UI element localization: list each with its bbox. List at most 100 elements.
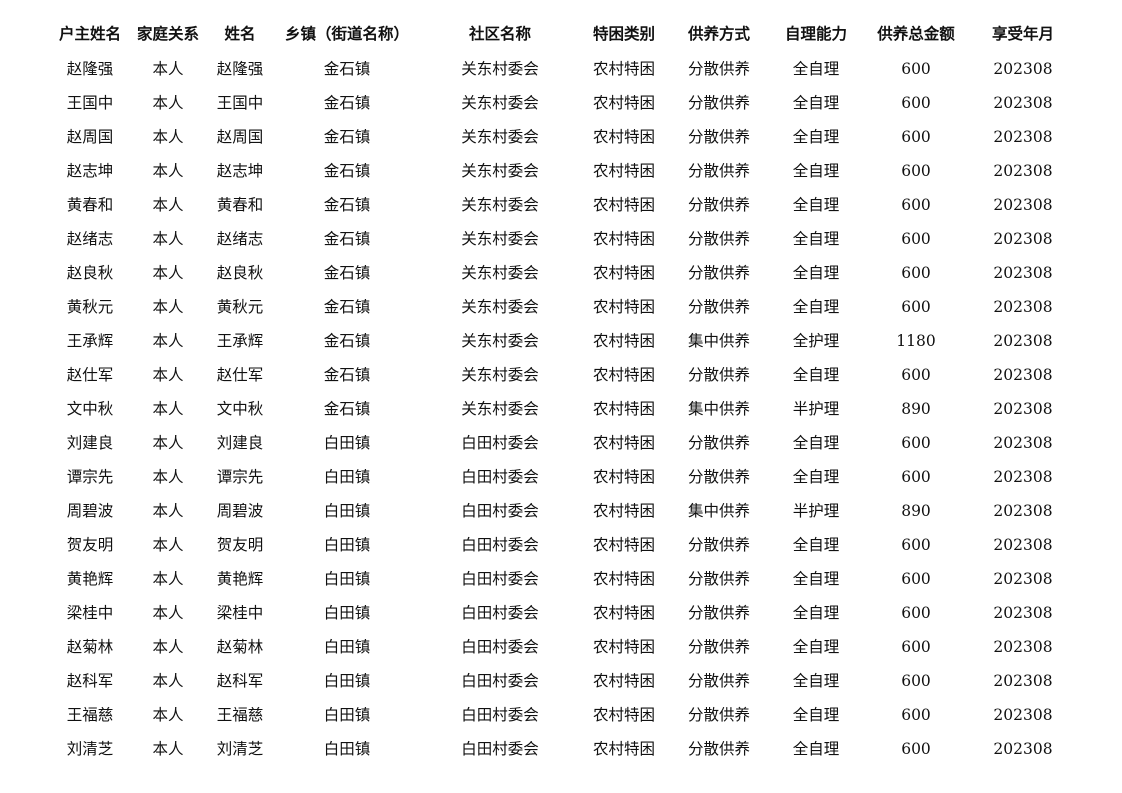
category-cell: 农村特困 (592, 332, 656, 350)
community-cell: 关东村委会 (461, 196, 539, 214)
total-amount-cell: 600 (901, 672, 931, 690)
household-head-name-cell: 赵科军 (66, 672, 114, 690)
self-care-cell: 全自理 (792, 706, 840, 724)
household-head-name-cell: 黄春和 (66, 196, 114, 214)
total-amount-cell: 600 (901, 536, 931, 554)
household-head-name-cell: 赵良秋 (66, 264, 114, 282)
table-row: 王承辉 本人 王承辉 金石镇 关东村委会 农村特困 集中供养 全护理 1180 202308 (0, 324, 1122, 358)
household-head-name-cell: 赵周国 (66, 128, 114, 146)
town-cell: 白田镇 (323, 706, 371, 724)
month-cell: 202308 (993, 468, 1053, 486)
name-cell: 赵隆强 (216, 60, 264, 78)
family-relation-cell: 本人 (152, 94, 184, 112)
family-relation-cell: 本人 (152, 332, 184, 350)
town-cell: 白田镇 (323, 638, 371, 656)
self-care-cell: 全护理 (792, 332, 840, 350)
month-cell: 202308 (993, 604, 1053, 622)
table-row: 黄春和 本人 黄春和 金石镇 关东村委会 农村特困 分散供养 全自理 600 202308 (0, 188, 1122, 222)
community-cell: 白田村委会 (461, 672, 539, 690)
town-header: 乡镇（街道名称） (284, 25, 410, 43)
table-row: 梁桂中 本人 梁桂中 白田镇 白田村委会 农村特困 分散供养 全自理 600 202308 (0, 596, 1122, 630)
support-mode-cell: 分散供养 (687, 672, 751, 690)
name-cell: 文中秋 (216, 400, 264, 418)
support-mode-cell: 分散供养 (687, 230, 751, 248)
household-head-name-cell: 梁桂中 (66, 604, 114, 622)
community-cell: 白田村委会 (461, 604, 539, 622)
category-cell: 农村特困 (592, 570, 656, 588)
community-cell: 白田村委会 (461, 570, 539, 588)
support-mode-cell: 分散供养 (687, 536, 751, 554)
name-cell: 王承辉 (216, 332, 264, 350)
total-amount-cell: 600 (901, 638, 931, 656)
family-relation-cell: 本人 (152, 536, 184, 554)
total-amount-cell: 600 (901, 94, 931, 112)
family-relation-cell: 本人 (152, 196, 184, 214)
household-head-name-header: 户主姓名 (58, 25, 122, 43)
month-cell: 202308 (993, 60, 1053, 78)
support-mode-cell: 分散供养 (687, 298, 751, 316)
category-cell: 农村特困 (592, 366, 656, 384)
family-relation-cell: 本人 (152, 162, 184, 180)
self-care-cell: 全自理 (792, 740, 840, 758)
town-cell: 金石镇 (323, 196, 371, 214)
family-relation-header: 家庭关系 (136, 25, 200, 43)
support-mode-cell: 分散供养 (687, 60, 751, 78)
community-header: 社区名称 (468, 25, 532, 43)
month-cell: 202308 (993, 570, 1053, 588)
town-cell: 金石镇 (323, 128, 371, 146)
community-cell: 白田村委会 (461, 638, 539, 656)
support-mode-cell: 分散供养 (687, 638, 751, 656)
support-mode-cell: 集中供养 (687, 502, 751, 520)
total-amount-cell: 600 (901, 468, 931, 486)
community-cell: 关东村委会 (461, 128, 539, 146)
month-cell: 202308 (993, 162, 1053, 180)
total-amount-cell: 1180 (896, 332, 936, 350)
table-row: 王福慈 本人 王福慈 白田镇 白田村委会 农村特困 分散供养 全自理 600 202308 (0, 698, 1122, 732)
self-care-header: 自理能力 (784, 25, 848, 43)
town-cell: 金石镇 (323, 230, 371, 248)
month-cell: 202308 (993, 128, 1053, 146)
category-cell: 农村特困 (592, 502, 656, 520)
month-cell: 202308 (993, 672, 1053, 690)
support-mode-cell: 集中供养 (687, 332, 751, 350)
self-care-cell: 全自理 (792, 162, 840, 180)
name-cell: 赵菊林 (216, 638, 264, 656)
name-cell: 王国中 (216, 94, 264, 112)
table-row: 刘清芝 本人 刘清芝 白田镇 白田村委会 农村特困 分散供养 全自理 600 202308 (0, 732, 1122, 766)
family-relation-cell: 本人 (152, 672, 184, 690)
household-head-name-cell: 赵志坤 (66, 162, 114, 180)
community-cell: 白田村委会 (461, 536, 539, 554)
household-head-name-cell: 赵菊林 (66, 638, 114, 656)
self-care-cell: 全自理 (792, 638, 840, 656)
total-amount-cell: 600 (901, 604, 931, 622)
town-cell: 金石镇 (323, 94, 371, 112)
household-head-name-cell: 赵隆强 (66, 60, 114, 78)
town-cell: 白田镇 (323, 570, 371, 588)
table-row: 赵绪志 本人 赵绪志 金石镇 关东村委会 农村特困 分散供养 全自理 600 202308 (0, 222, 1122, 256)
month-cell: 202308 (993, 332, 1053, 350)
town-cell: 金石镇 (323, 60, 371, 78)
self-care-cell: 全自理 (792, 570, 840, 588)
category-cell: 农村特困 (592, 400, 656, 418)
support-mode-header: 供养方式 (687, 25, 751, 43)
support-mode-cell: 分散供养 (687, 128, 751, 146)
family-relation-cell: 本人 (152, 502, 184, 520)
support-mode-cell: 分散供养 (687, 570, 751, 588)
category-cell: 农村特困 (592, 60, 656, 78)
total-amount-cell: 600 (901, 128, 931, 146)
table-row: 赵志坤 本人 赵志坤 金石镇 关东村委会 农村特困 分散供养 全自理 600 202308 (0, 154, 1122, 188)
category-cell: 农村特困 (592, 706, 656, 724)
household-head-name-cell: 贺友明 (66, 536, 114, 554)
family-relation-cell: 本人 (152, 400, 184, 418)
month-cell: 202308 (993, 502, 1053, 520)
household-head-name-cell: 王福慈 (66, 706, 114, 724)
support-mode-cell: 分散供养 (687, 434, 751, 452)
total-amount-cell: 600 (901, 706, 931, 724)
household-head-name-cell: 王国中 (66, 94, 114, 112)
support-mode-cell: 集中供养 (687, 400, 751, 418)
household-head-name-cell: 刘清芝 (66, 740, 114, 758)
name-cell: 王福慈 (216, 706, 264, 724)
category-cell: 农村特困 (592, 128, 656, 146)
month-cell: 202308 (993, 264, 1053, 282)
name-cell: 赵仕军 (216, 366, 264, 384)
